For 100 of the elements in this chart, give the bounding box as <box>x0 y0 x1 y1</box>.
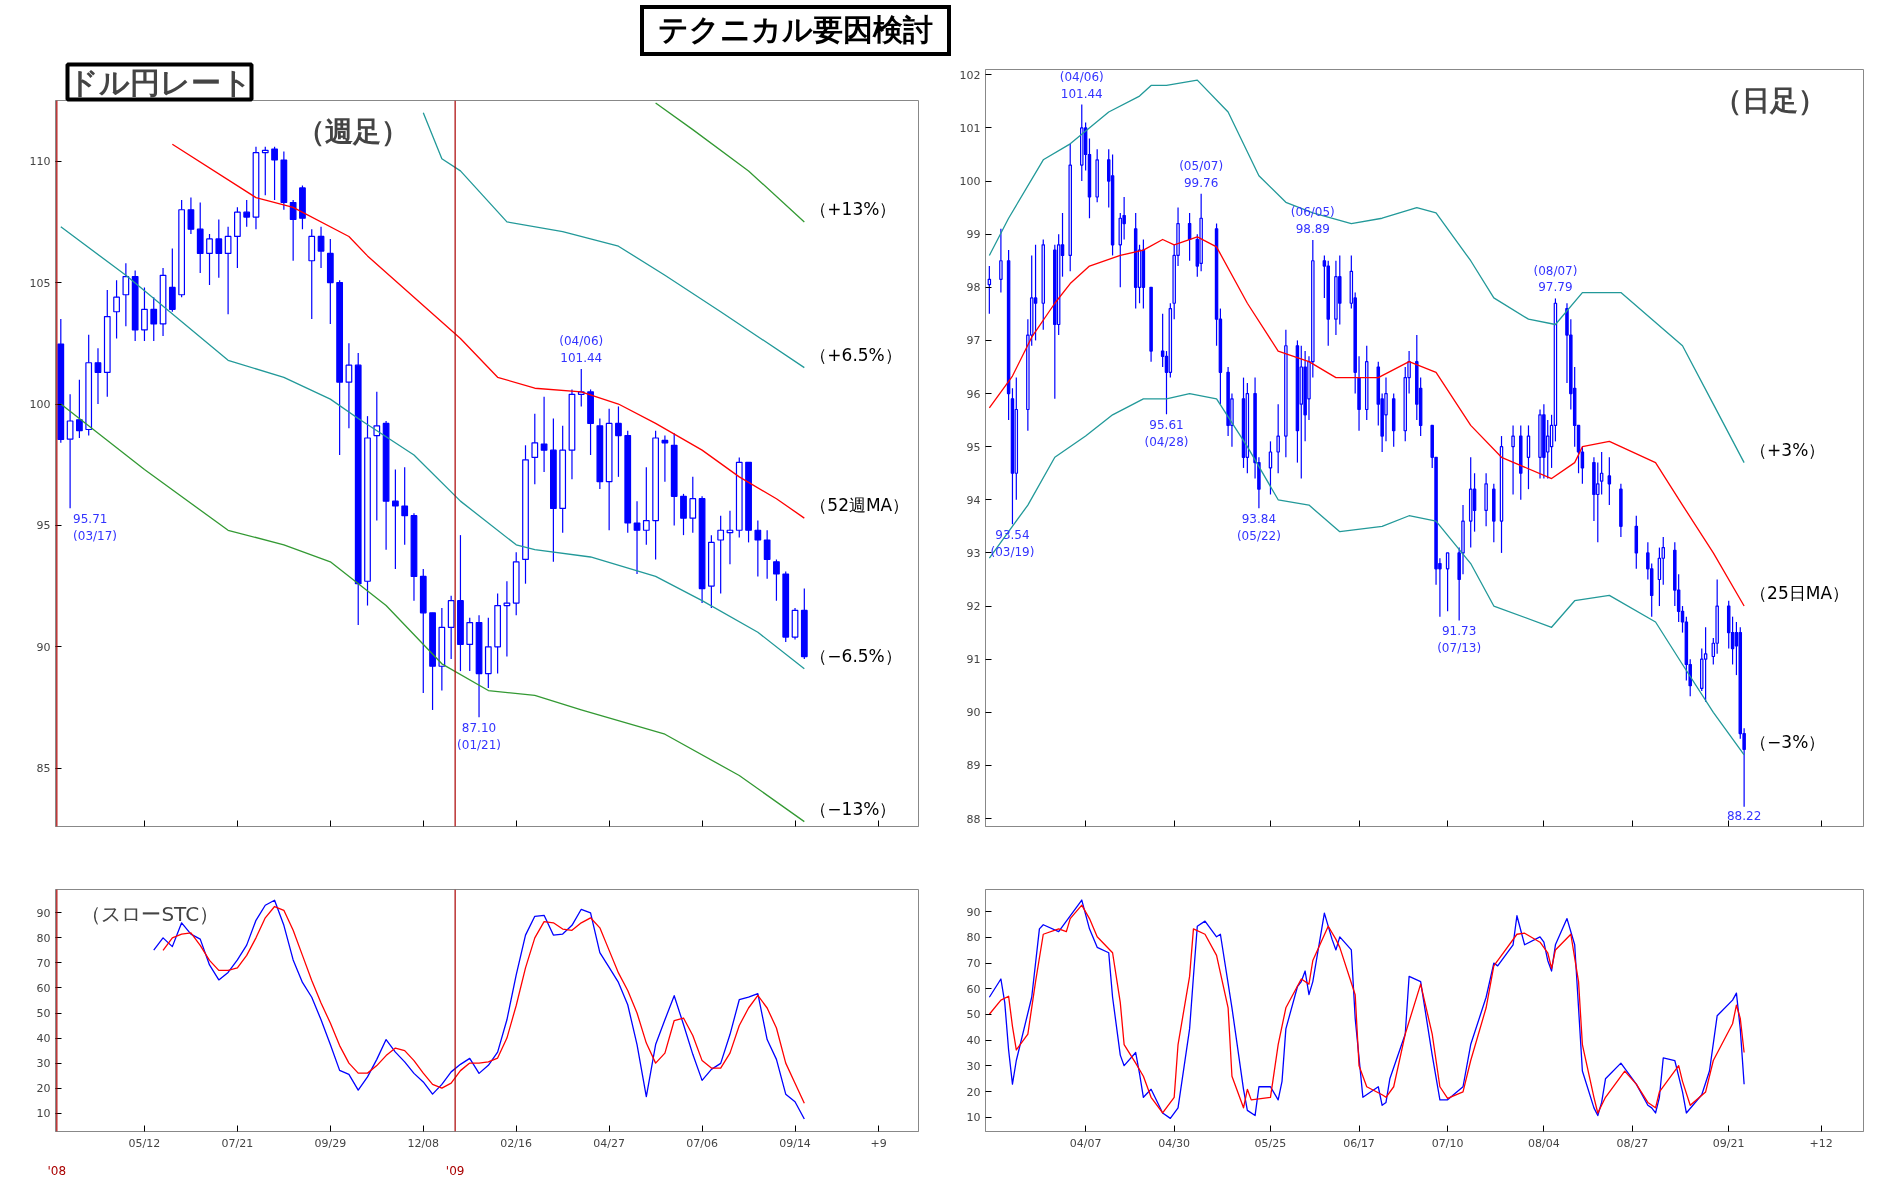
candlestick <box>150 296 158 342</box>
candlestick <box>642 466 650 546</box>
candlestick <box>392 468 399 570</box>
candlestick <box>466 616 474 672</box>
chart-title: テクニカル要因検討 <box>658 11 933 49</box>
y-tick-label: 60 <box>36 981 51 995</box>
y-tick-label: 20 <box>966 1085 981 1099</box>
annotation: (08/07) 97.79 <box>1533 263 1578 295</box>
candlestick <box>317 226 325 269</box>
x-tick-label: 07/21 <box>221 1136 254 1150</box>
line-series <box>654 102 805 223</box>
series-label: （+3%） <box>1750 439 1826 460</box>
ref-line-label: '08 <box>47 1163 67 1178</box>
annotation: 87.10 (01/21) <box>457 721 502 752</box>
candlestick <box>1445 552 1450 612</box>
series-label: （+6.5%） <box>810 344 902 365</box>
line-series <box>60 225 805 670</box>
y-tick-label: 40 <box>36 1031 51 1045</box>
annotation: (04/06) 101.44 <box>559 334 604 365</box>
x-tick-label: 12/08 <box>407 1136 440 1150</box>
y-tick-label: 90 <box>966 905 981 919</box>
candlestick <box>94 347 102 405</box>
y-tick-label: 101 <box>959 121 981 135</box>
annotation: 95.71 (03/17) <box>73 512 118 543</box>
candlestick <box>633 500 641 575</box>
candlestick <box>1276 403 1280 474</box>
x-tick-label: 08/27 <box>1616 1136 1649 1150</box>
annotation: (04/06) 101.44 <box>1059 69 1104 101</box>
y-tick-label: 96 <box>966 387 981 401</box>
candlestick <box>1607 456 1612 506</box>
y-tick-label: 30 <box>36 1056 51 1070</box>
line-series <box>422 111 805 369</box>
y-tick-label: 95 <box>36 519 51 533</box>
y-tick-label: 10 <box>36 1107 51 1121</box>
candlestick <box>773 558 780 602</box>
line-series <box>988 392 1745 756</box>
y-tick-label: 20 <box>36 1082 51 1095</box>
candlestick <box>717 514 725 594</box>
y-tick-label: 97 <box>966 334 981 348</box>
y-tick-label: 99 <box>966 228 981 242</box>
candlestick <box>141 286 148 342</box>
series-label: （+13%） <box>810 198 897 219</box>
chart-subtitle: ドル円レート <box>67 64 252 100</box>
candlestick <box>531 412 539 485</box>
candlestick <box>206 233 213 286</box>
candlestick <box>615 405 622 478</box>
candlestick <box>168 247 176 313</box>
y-tick-label: 10 <box>966 1111 981 1125</box>
y-tick-label: 94 <box>966 493 981 507</box>
candlestick <box>401 466 409 546</box>
candlestick <box>540 395 548 473</box>
annotation: 91.73 (07/13) <box>1437 624 1482 656</box>
y-tick-label: 95 <box>966 440 981 454</box>
x-tick-label: 07/06 <box>686 1136 718 1150</box>
candlestick <box>754 519 762 577</box>
y-tick-label: 98 <box>966 281 981 295</box>
ref-line-label: '09 <box>445 1163 465 1178</box>
x-tick-label: 08/04 <box>1528 1136 1560 1150</box>
series-label: （−6.5%） <box>810 645 902 666</box>
y-tick-label: 90 <box>36 640 51 654</box>
candlestick <box>689 476 697 534</box>
annotation: （日足） <box>1714 83 1827 117</box>
candlestick <box>76 378 83 439</box>
x-tick-label: +9 <box>870 1136 887 1150</box>
y-tick-label: 89 <box>966 759 981 773</box>
x-tick-label: 05/12 <box>128 1136 161 1150</box>
series-label: （−13%） <box>810 798 897 819</box>
candlestick <box>1268 440 1273 495</box>
y-tick-label: 90 <box>966 706 981 720</box>
line-series <box>988 236 1745 607</box>
series-label: （25日MA） <box>1750 582 1850 603</box>
candlestick <box>503 580 511 657</box>
y-tick-label: 92 <box>966 599 981 613</box>
annotation: (05/07) 99.76 <box>1179 158 1224 190</box>
candlestick <box>215 218 223 279</box>
candlestick <box>122 262 130 327</box>
y-tick-label: 70 <box>966 956 981 970</box>
annotation: 93.84 (05/22) <box>1236 512 1281 543</box>
y-tick-label: 90 <box>36 906 51 920</box>
candlestick <box>271 145 278 201</box>
candlestick <box>261 145 269 196</box>
y-tick-label: 30 <box>966 1059 981 1073</box>
y-tick-label: 100 <box>959 174 981 188</box>
y-tick-label: 105 <box>29 276 51 290</box>
candlestick <box>1526 424 1531 490</box>
y-tick-label: 60 <box>966 982 981 996</box>
y-tick-label: 85 <box>36 762 51 776</box>
x-tick-label: 07/10 <box>1431 1136 1464 1150</box>
y-tick-label: 91 <box>966 653 981 667</box>
y-tick-label: 88 <box>966 812 981 826</box>
annotation: （週足） <box>297 114 410 148</box>
y-tick-label: 93 <box>966 546 981 560</box>
x-tick-label: 06/17 <box>1343 1136 1375 1150</box>
x-tick-label: 09/29 <box>314 1136 347 1150</box>
candlestick <box>243 199 251 228</box>
x-tick-label: 04/30 <box>1158 1136 1191 1150</box>
line-series <box>60 403 805 823</box>
candlestick <box>187 196 195 235</box>
x-tick-label: +12 <box>1809 1136 1833 1150</box>
y-tick-label: 80 <box>36 931 51 945</box>
